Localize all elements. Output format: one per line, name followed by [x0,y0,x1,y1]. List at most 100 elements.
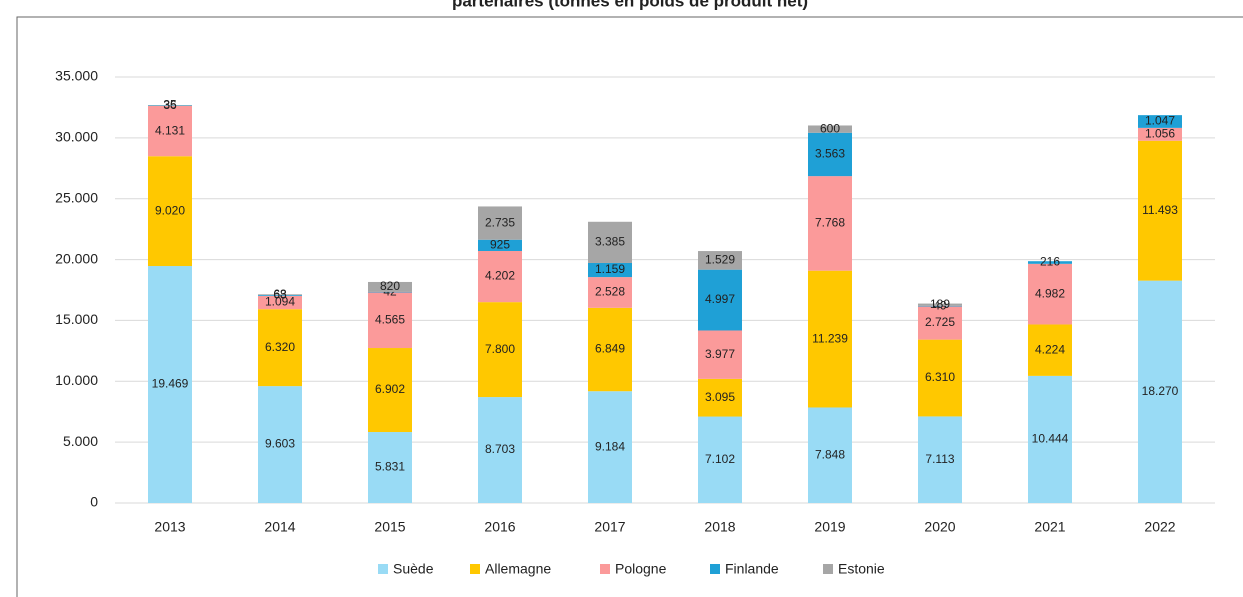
data-label: 6.320 [265,340,295,354]
data-label: 6.902 [375,382,405,396]
x-tick-label: 2014 [264,519,295,535]
data-label: 3.977 [705,347,735,361]
bar-segment [478,397,522,503]
bar-segment [698,251,742,270]
data-label: 11.239 [812,331,848,345]
data-label: 1.047 [1145,114,1175,128]
data-label: 4.982 [1035,286,1065,300]
bar-segment [918,306,962,340]
x-tick-label: 2017 [594,519,625,535]
data-label: 4.997 [705,292,735,306]
x-tick-label: 2021 [1034,519,1065,535]
legend-swatch [470,564,480,574]
x-tick-label: 2016 [484,519,515,535]
data-label: 9.020 [155,203,185,217]
bar-segment [918,416,962,503]
data-label: 8.703 [485,442,515,456]
bar-segment [148,105,192,157]
data-label: 925 [490,238,510,252]
data-label: 7.848 [815,447,845,461]
bar-segment [258,295,302,310]
data-label: 7.768 [815,216,845,230]
y-tick-label: 0 [90,494,98,510]
x-tick-label: 2022 [1144,519,1175,535]
bar-segment [918,305,962,307]
x-tick-label: 2013 [154,519,185,535]
data-label: 4.202 [485,269,515,283]
data-label: 18.270 [1142,384,1179,398]
legend-swatch [823,564,833,574]
bar-segment [368,291,412,293]
data-label: 6.310 [925,370,955,384]
bar-segment [478,206,522,240]
y-tick-label: 10.000 [55,372,98,388]
bar-segment [258,386,302,503]
data-label: 63 [273,287,287,301]
bar-segment [258,295,302,296]
bar-segment [258,294,302,296]
data-label: 6.849 [595,342,625,356]
bar-segment [368,432,412,503]
legend-swatch [710,564,720,574]
data-label: 19.469 [152,377,189,391]
x-tick-label: 2019 [814,519,845,535]
y-tick-label: 30.000 [55,129,98,145]
bar-segment [368,292,412,349]
data-label: 35 [163,97,177,111]
bar-segment [1138,140,1182,281]
data-label: 4.565 [375,312,405,326]
bar-segment [808,407,852,503]
bar-segment [918,339,962,417]
data-label: 3.563 [815,147,845,161]
bar-segment [1028,375,1072,503]
legend-label: Suède [393,561,434,577]
bar-segment [1028,263,1072,325]
x-tick-label: 2018 [704,519,735,535]
data-label: 3.095 [705,390,735,404]
bar-segment [698,330,742,379]
bar-segment [588,307,632,392]
bar-segment [478,239,522,251]
bar-segment [1138,115,1182,128]
y-tick-label: 25.000 [55,189,98,205]
bar-segment [698,416,742,503]
data-label: 1.056 [1145,126,1175,140]
bar-segment [808,125,852,133]
y-tick-label: 35.000 [55,68,98,84]
data-label: 9.184 [595,439,625,453]
bar-segment [808,176,852,271]
bar-segment [1028,261,1072,264]
y-tick-label: 20.000 [55,250,98,266]
x-tick-label: 2020 [924,519,955,535]
bar-segment [368,281,412,292]
bar-segment [148,266,192,503]
bar-segment [148,156,192,267]
bar-segment [698,378,742,417]
data-label: 600 [820,121,840,135]
data-label: 189 [930,297,950,311]
data-label: 7.800 [485,342,515,356]
bar-segment [588,277,632,308]
bar-segment [368,348,412,433]
chart-frame [16,16,1243,597]
bar-segment [478,250,522,303]
legend-label: Allemagne [485,561,551,577]
bar-segment [1028,324,1072,376]
chart-title: partenaires (tonnes en poids de produit … [452,0,808,10]
legend-label: Estonie [838,561,885,577]
bar-segment [698,269,742,331]
legend-swatch [378,564,388,574]
data-label: 4.131 [155,123,185,137]
bar-segment [588,391,632,503]
data-label: 1.159 [595,262,625,276]
data-label: 3.385 [595,235,625,249]
data-label: 1.094 [265,295,295,309]
data-label: 216 [1040,255,1060,269]
bar-segment [588,262,632,278]
bar-segment [478,302,522,398]
bar-segment [1138,127,1182,141]
bar-segment [808,132,852,177]
legend-swatch [600,564,610,574]
bar-segment [588,221,632,263]
